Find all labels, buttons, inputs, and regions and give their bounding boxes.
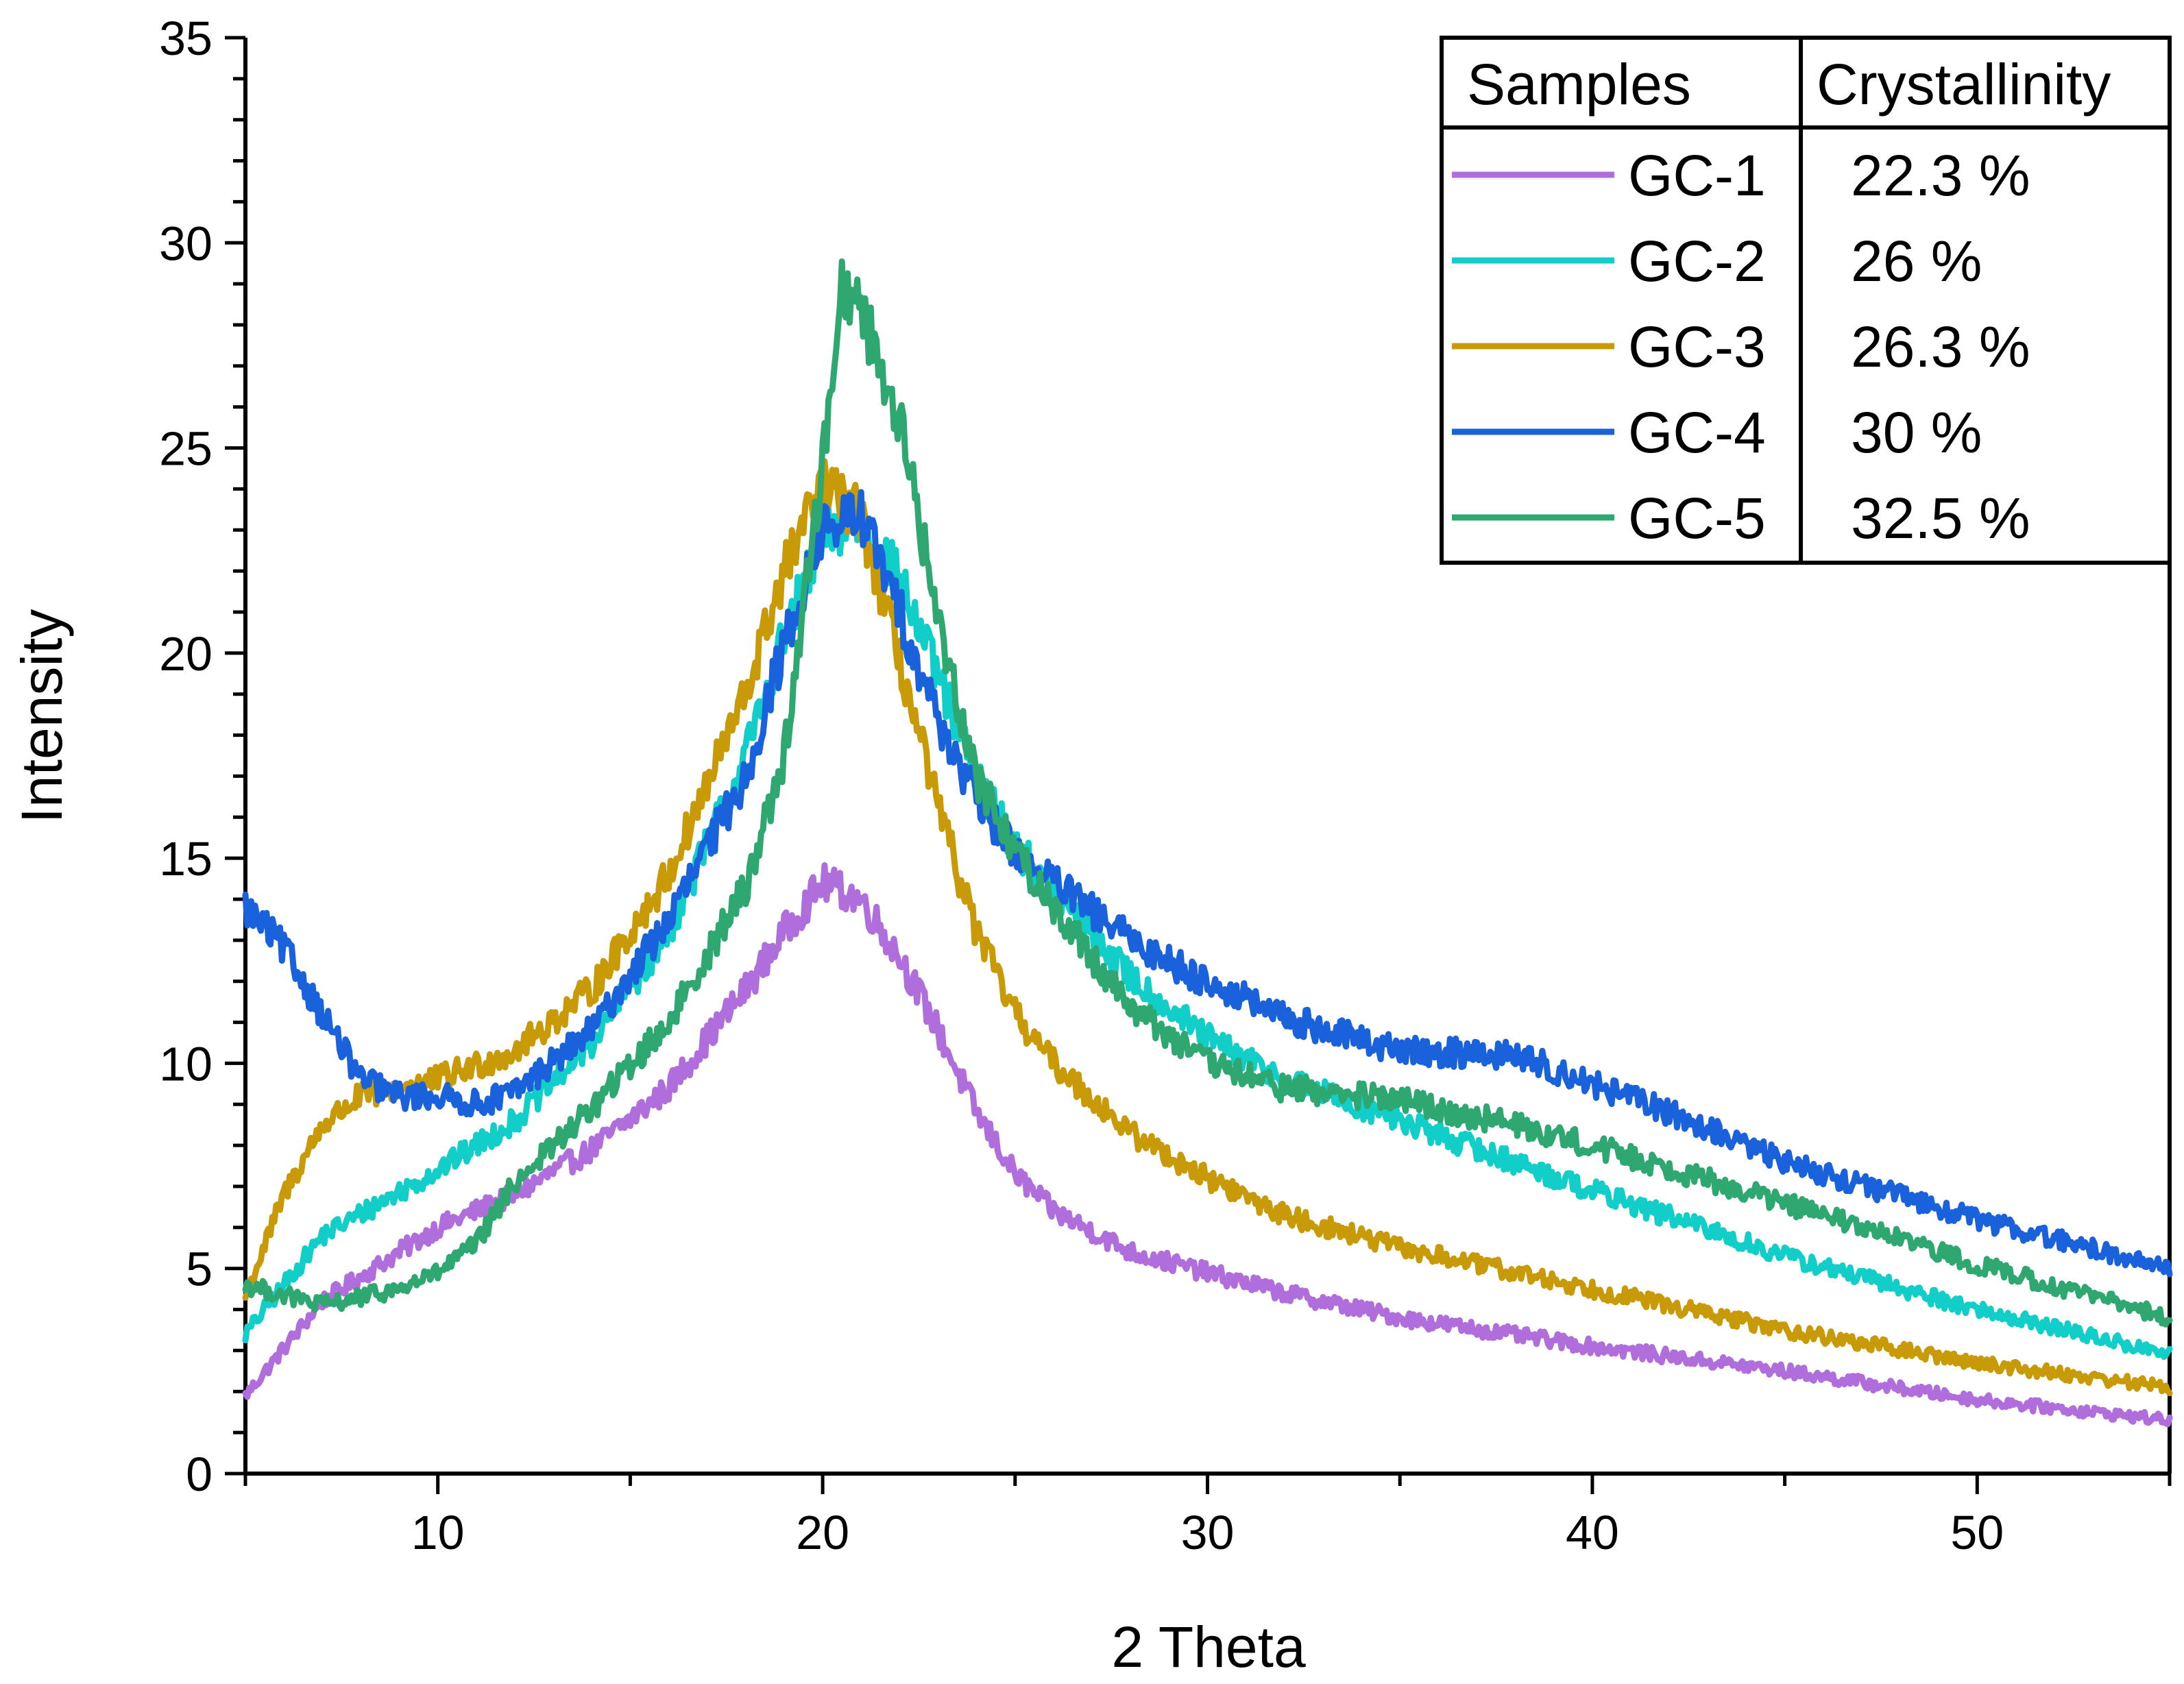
- series-line-gc-3: [242, 458, 2173, 1397]
- y-tick-label: 15: [159, 832, 213, 886]
- y-axis-title: Intensity: [10, 609, 74, 824]
- legend-table: Samples Crystallinity GC-1 22.3 % GC-2 26 %…: [1440, 36, 2172, 565]
- x-tick-label: 30: [1181, 1506, 1235, 1559]
- y-tick-label: 35: [159, 12, 213, 65]
- x-tick-label: 50: [1950, 1506, 2004, 1559]
- y-tick-label: 30: [159, 217, 213, 270]
- x-tick-label: 40: [1566, 1506, 1619, 1559]
- legend-sample-name: GC-4: [1628, 400, 1766, 465]
- y-tick-label: 10: [159, 1037, 213, 1090]
- x-axis-title: 2 Theta: [1111, 1615, 1306, 1679]
- legend-crystallinity-value: 30 %: [1851, 400, 1982, 465]
- legend-crystallinity-value: 26.3 %: [1851, 315, 2030, 379]
- legend-rows: GC-1 22.3 % GC-2 26 % GC-3 26.3 % GC-4 30 % GC-5…: [1452, 143, 2030, 550]
- legend-crystallinity-value: 26 %: [1851, 229, 1982, 293]
- legend-sample-name: GC-2: [1628, 229, 1766, 293]
- series-line-gc-4: [242, 489, 2173, 1278]
- y-ticks: 0 5 10 15 20 25 30 35: [159, 12, 245, 1501]
- x-tick-label: 20: [796, 1506, 849, 1559]
- legend-header-crystallinity: Crystallinity: [1817, 52, 2111, 117]
- series-line-gc-1: [242, 862, 2173, 1428]
- series-line-gc-2: [242, 506, 2173, 1360]
- legend-crystallinity-value: 22.3 %: [1851, 143, 2030, 208]
- x-tick-label: 10: [411, 1506, 465, 1559]
- series-line-gc-5: [242, 258, 2173, 1328]
- legend-sample-name: GC-3: [1628, 315, 1766, 379]
- legend-border: [1440, 36, 2172, 565]
- y-tick-label: 5: [186, 1243, 213, 1296]
- y-tick-label: 20: [159, 627, 213, 681]
- legend-crystallinity-value: 32.5 %: [1851, 486, 2030, 550]
- series-lines: [242, 258, 2173, 1428]
- legend-sample-name: GC-5: [1628, 486, 1766, 550]
- y-tick-label: 0: [186, 1448, 213, 1501]
- legend-sample-name: GC-1: [1628, 143, 1766, 208]
- x-ticks: 10 20 30 40 50: [243, 1474, 2172, 1559]
- legend-header-samples: Samples: [1467, 52, 1691, 117]
- y-tick-label: 25: [159, 422, 213, 476]
